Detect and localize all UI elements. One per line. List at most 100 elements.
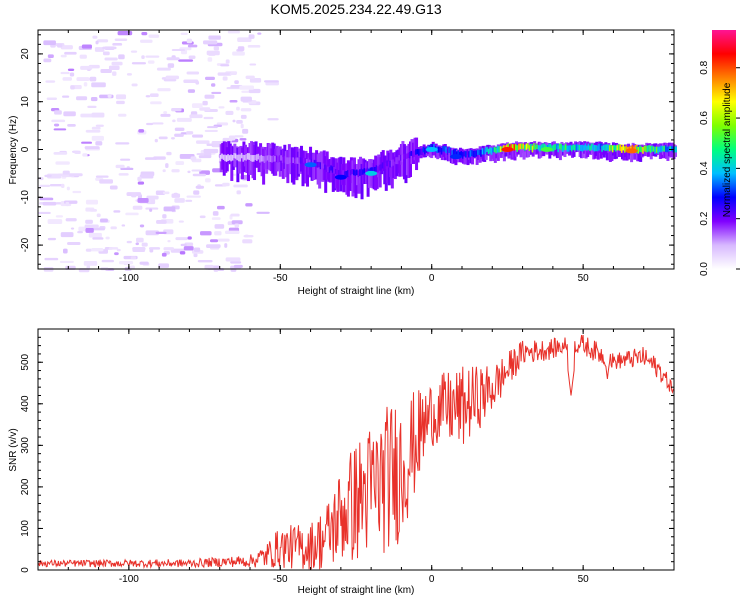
spectrogram-signal-cell — [531, 145, 535, 153]
spectrogram-signal-halo — [227, 141, 231, 163]
spectrogram-signal-cell — [396, 157, 400, 165]
chart-title: KOM5.2025.234.22.49.G13 — [270, 1, 441, 17]
spectrogram-signal-cell — [660, 145, 664, 153]
spectrogram-signal-halo — [354, 164, 358, 199]
spectrogram-signal-cell — [592, 144, 596, 151]
spectrogram-signal-cell — [274, 156, 278, 162]
spectrogram-signal-halo — [558, 143, 562, 161]
spectrogram-signal-cell — [366, 167, 370, 173]
spectrogram-signal-halo — [346, 160, 350, 197]
colorbar-scale — [712, 30, 736, 269]
spectrogram-signal-halo — [399, 143, 403, 165]
spectrogram-noise-cell — [108, 65, 120, 71]
spectrogram-signal-cell — [560, 143, 564, 151]
spectrogram-noise-cell — [209, 239, 219, 243]
spectrogram-signal-halo — [366, 161, 370, 197]
spectrogram-signal-halo — [316, 154, 320, 185]
spectrogram-noise-cell — [53, 123, 60, 127]
spectrogram-signal-cell — [253, 155, 257, 162]
spectrogram-noise-cell — [166, 151, 172, 156]
spectrogram-signal-cell — [471, 150, 475, 157]
spectrogram-noise-cell — [247, 45, 261, 48]
spectrogram-noise-cell — [211, 83, 216, 87]
spectrogram-signal-cell — [658, 146, 662, 153]
spectrogram-noise-cell — [89, 76, 97, 82]
spectrogram-signal-cell — [654, 146, 658, 154]
spectrogram-signal-cell — [265, 155, 269, 162]
spectrogram-signal-cell — [286, 157, 290, 165]
spectrogram-signal-cell — [446, 148, 450, 156]
spectrogram-signal-cell — [548, 143, 552, 150]
snr-y-label: SNR (v/v) — [8, 428, 19, 471]
spectrogram-signal-cell — [666, 146, 670, 153]
spectrogram-signal-cell — [480, 149, 484, 157]
spectrogram-noise-cell — [115, 164, 125, 169]
spectrogram-signal-cell — [664, 145, 668, 153]
spectrogram-noise-cell — [161, 252, 167, 257]
spectrogram-signal-cell — [636, 146, 640, 153]
spectrogram-noise-cell — [120, 158, 131, 161]
spectrogram-signal-cell — [489, 147, 493, 154]
spectrogram-noise-cell — [60, 45, 73, 50]
spectrogram-signal-halo — [605, 144, 609, 161]
spectrogram-signal-cell — [581, 144, 585, 152]
spectrogram-noise-cell — [49, 183, 64, 187]
spectrogram-noise-cell — [208, 51, 216, 56]
spectrogram-noise-cell — [248, 34, 255, 39]
spectrogram-signal-cell — [231, 154, 235, 161]
spectrogram-signal-halo — [463, 149, 467, 165]
spectrogram-signal-cell — [452, 149, 456, 156]
spectrogram-noise-cell — [179, 251, 186, 255]
spectrogram-signal-cell — [613, 144, 617, 151]
spectrogram-noise-cell — [167, 63, 175, 68]
spectrogram-signal-cell — [306, 159, 310, 166]
spectrogram-noise-cell — [171, 137, 175, 140]
spectrogram-noise-cell — [212, 211, 219, 216]
spectrogram-noise-cell — [80, 113, 95, 118]
spectrogram-signal-cell — [571, 145, 575, 152]
spectrogram-signal-halo — [413, 137, 417, 161]
spectrogram-signal-halo — [236, 147, 240, 183]
spectrogram-noise-cell — [204, 129, 218, 133]
spectrogram-signal-halo — [489, 145, 493, 162]
spectrogram-noise-cell — [109, 185, 118, 190]
spectrogram-signal-cell — [577, 144, 581, 151]
snr-y-tick-label: 500 — [20, 353, 31, 370]
spectrogram-signal-halo — [522, 143, 526, 160]
spectrogram-noise-cell — [141, 242, 148, 247]
snr-x-tick-label: 50 — [578, 574, 590, 585]
spectrogram-signal-cell — [250, 154, 253, 161]
spectrogram-noise-cell — [239, 138, 247, 141]
spectrogram-noise-cell — [90, 96, 98, 102]
spectrogram-noise-cell — [91, 126, 101, 130]
spectrogram-noise-cell — [202, 100, 208, 106]
spectrogram-noise-cell — [174, 133, 184, 137]
spectrogram-noise-cell — [191, 103, 203, 108]
spectrogram-noise-cell — [108, 247, 119, 250]
spectrogram-noise-cell — [192, 173, 207, 177]
spectrogram-signal-cell — [402, 153, 406, 160]
spectrogram-signal-cell — [251, 155, 255, 162]
spectrogram-signal-cell — [248, 153, 252, 160]
spectrogram-noise-cell — [199, 215, 206, 219]
spectrogram-signal-halo — [439, 146, 443, 158]
spectrogram-noise-cell — [65, 218, 77, 222]
spectrogram-signal-halo — [572, 143, 576, 157]
spectrogram-signal-cell — [354, 170, 358, 176]
spectrogram-noise-cell — [92, 35, 98, 39]
spectrogram-noise-cell — [61, 183, 65, 189]
spectrogram-noise-cell — [187, 170, 191, 174]
spectrogram-signal-cell — [621, 146, 624, 153]
spectrogram-noise-cell — [99, 179, 113, 184]
spectrogram-signal-cell — [661, 146, 665, 152]
spectrogram-signal-cells — [219, 137, 677, 200]
spectrogram-noise-cell — [178, 59, 194, 62]
spectrogram-noise-cell — [63, 111, 76, 117]
spectrogram-noise-cell — [236, 106, 240, 111]
spectrogram-signal-halo — [304, 150, 308, 184]
spectrogram-signal-cell — [463, 151, 467, 157]
colorbar-tick-label: 0.4 — [699, 161, 710, 175]
spectrogram-signal-cell — [416, 149, 420, 155]
spectrogram-noise-cell — [203, 148, 219, 154]
spectrogram-signal-cell — [324, 164, 328, 170]
